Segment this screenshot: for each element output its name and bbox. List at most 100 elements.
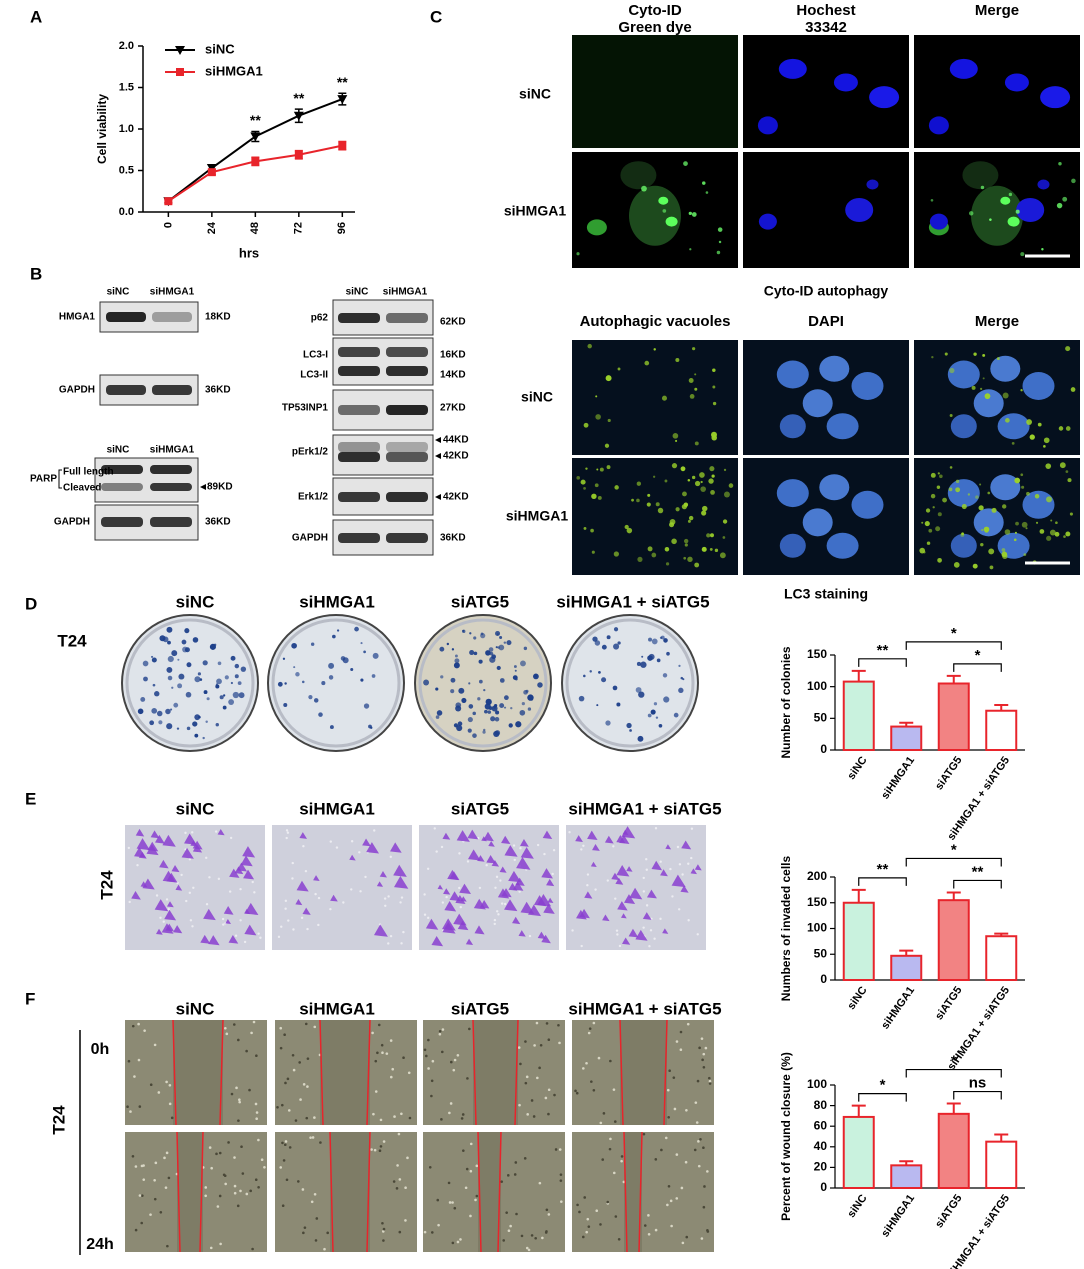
colony [638, 691, 645, 698]
y-axis-label: Percent of wound closure (%) [779, 1052, 793, 1221]
speck [937, 512, 942, 517]
cell-speck [704, 1046, 708, 1050]
y-tick-label: 0.5 [119, 164, 134, 176]
speck [967, 493, 971, 496]
pore [642, 890, 646, 893]
colony [537, 682, 543, 688]
speck [701, 546, 707, 552]
blot-band [338, 442, 380, 452]
invaded-cell [499, 866, 507, 873]
speck [682, 491, 687, 497]
speck [694, 441, 699, 446]
cell [779, 414, 806, 439]
blot-label: LC3-I [303, 350, 328, 361]
cell-speck [592, 1021, 596, 1025]
pore [364, 875, 367, 879]
speck [576, 476, 580, 480]
cell-speck [666, 1088, 670, 1092]
cell-speck [224, 1182, 227, 1186]
speck [1062, 196, 1068, 202]
cell-speck [464, 1186, 468, 1190]
cell-speck [283, 1143, 287, 1147]
pore [234, 934, 238, 937]
arrow [435, 453, 441, 459]
invaded-cell [616, 864, 630, 877]
speck [705, 191, 709, 194]
wound-edge [366, 1131, 371, 1253]
cell-speck [381, 1051, 384, 1055]
speck [973, 352, 977, 356]
blot-label: GAPDH [292, 533, 328, 544]
cell-speck [255, 1117, 258, 1121]
blot-size: 36KD [440, 533, 466, 544]
cell-speck [702, 1205, 706, 1209]
cell-speck [440, 1050, 444, 1054]
speck [935, 526, 941, 532]
speck [968, 211, 974, 216]
wound-edge [638, 1131, 643, 1253]
significance-bracket [905, 641, 1002, 650]
invaded-cell [203, 908, 216, 921]
cell-speck [423, 1048, 427, 1052]
cell-speck [260, 1158, 264, 1162]
speck [1045, 463, 1052, 469]
cell-speck [204, 1194, 207, 1198]
invaded-cell [156, 928, 163, 935]
wound-gap [620, 1020, 667, 1125]
colony [205, 720, 208, 724]
y-tick-label: 1.5 [119, 81, 134, 93]
speck [591, 550, 595, 554]
cell-speck [286, 1077, 290, 1081]
x-tick-label: siNC [845, 754, 869, 781]
colony [455, 654, 458, 658]
significance-label: ** [337, 74, 348, 90]
pore [185, 899, 188, 903]
speck [590, 528, 594, 533]
invaded-cell [662, 928, 669, 934]
colony [350, 667, 354, 672]
colony [328, 675, 334, 680]
cell-speck [284, 1140, 288, 1143]
colony [472, 711, 476, 716]
error-bar [946, 1102, 961, 1114]
invaded-cell [518, 930, 526, 937]
cell-speck [583, 1196, 587, 1199]
pore [205, 856, 208, 860]
speck [1065, 531, 1071, 537]
speck [664, 479, 668, 483]
colony [178, 673, 185, 680]
pore [358, 851, 361, 854]
pore [317, 896, 321, 900]
speck [700, 480, 703, 484]
speck [936, 485, 941, 489]
speck [675, 507, 680, 512]
blot-band [150, 483, 192, 491]
colony [184, 628, 190, 634]
pore [466, 860, 470, 863]
speck [606, 465, 611, 470]
colony [467, 728, 472, 733]
colony [480, 632, 484, 636]
cell-speck [257, 1138, 260, 1142]
cell-speck [685, 1108, 688, 1112]
cell-speck [166, 1244, 169, 1248]
colony [637, 735, 644, 742]
blot-band [338, 366, 380, 376]
cell-speck [398, 1230, 402, 1234]
panel-label: E [25, 789, 36, 808]
colony [177, 683, 183, 689]
cell-speck [276, 1106, 279, 1109]
colony [613, 627, 619, 632]
cell-speck [541, 1236, 544, 1240]
invaded-cell [443, 888, 451, 895]
colony [192, 637, 199, 643]
speck [924, 521, 930, 527]
cell-speck [402, 1056, 405, 1059]
cell-speck [547, 1112, 550, 1116]
cell [1007, 216, 1020, 227]
invaded-cell [442, 918, 456, 931]
pore [528, 934, 532, 938]
invaded-cell [497, 888, 510, 899]
invaded-cell [155, 834, 165, 844]
speck [949, 367, 955, 374]
